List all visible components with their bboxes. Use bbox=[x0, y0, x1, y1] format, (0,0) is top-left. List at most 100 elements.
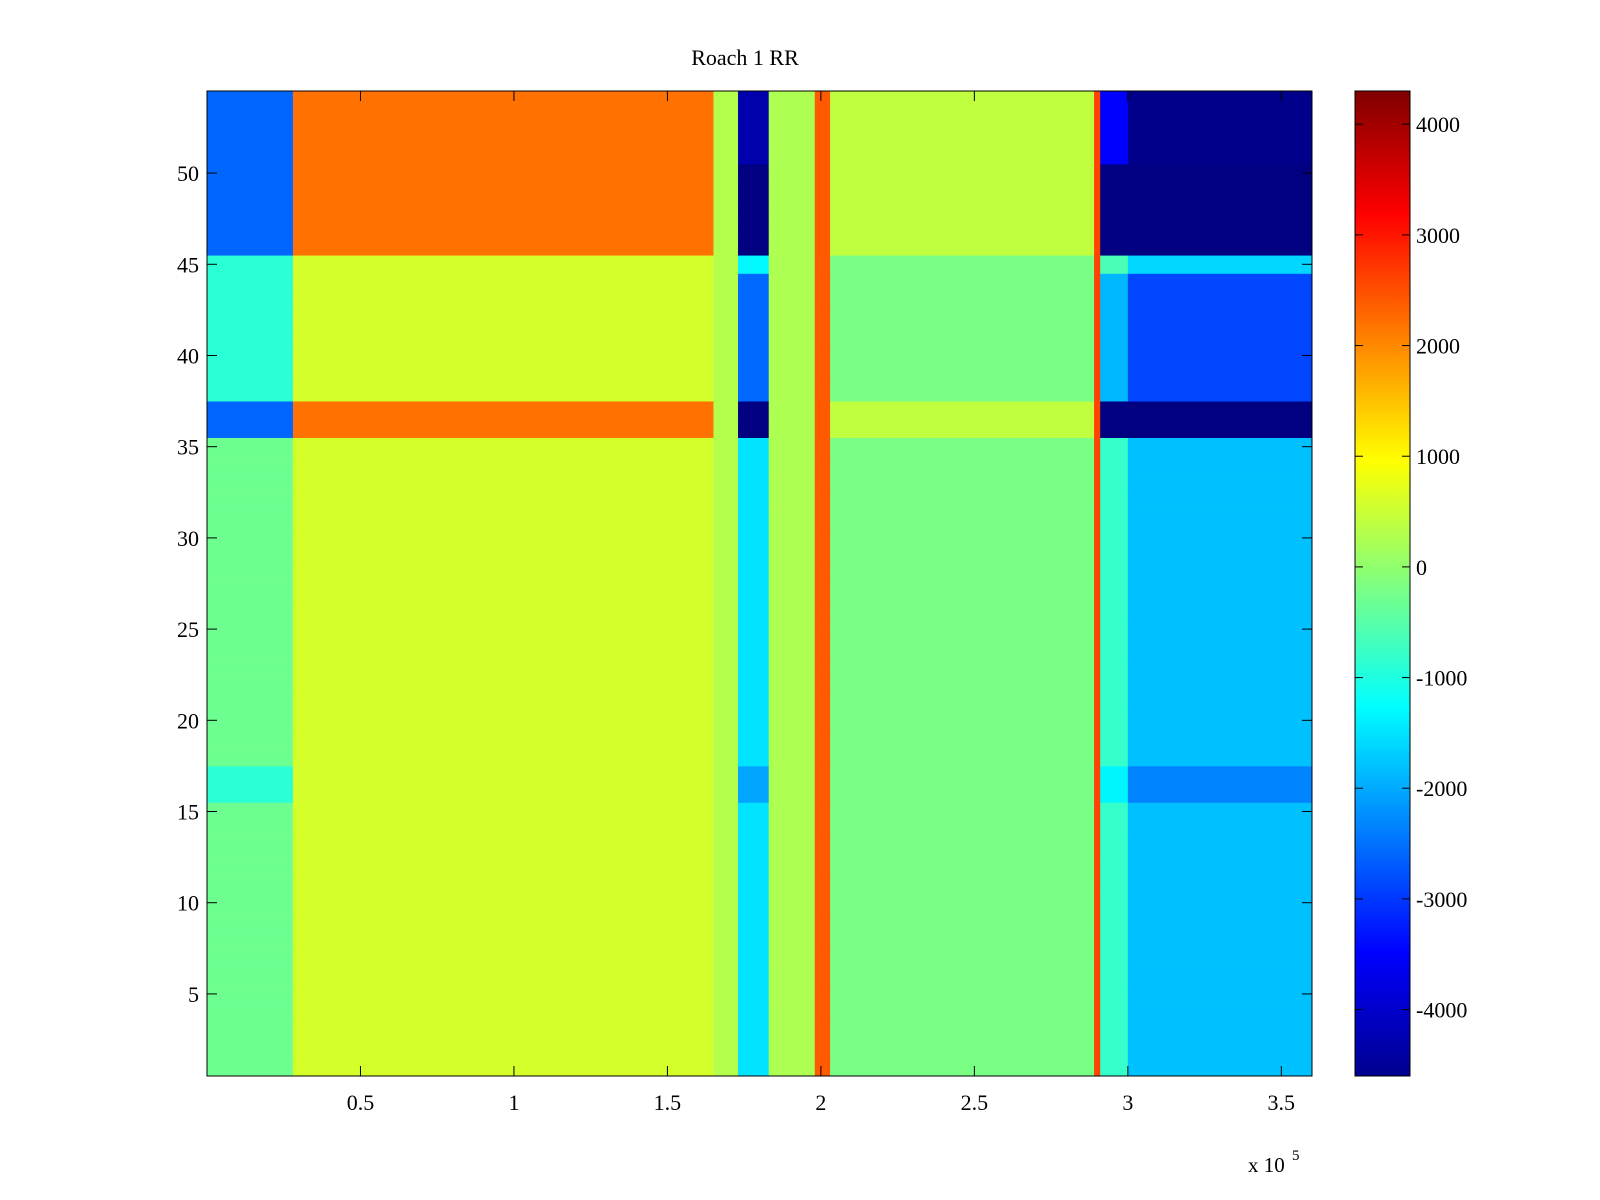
heatmap-cell bbox=[738, 638, 770, 657]
heatmap-cell bbox=[292, 437, 714, 457]
heatmap-cell bbox=[1127, 857, 1313, 876]
heatmap-cell bbox=[1094, 619, 1101, 639]
heatmap-cell bbox=[768, 802, 816, 822]
heatmap-cell bbox=[768, 127, 816, 147]
heatmap-cell bbox=[1127, 547, 1313, 566]
heatmap-cell bbox=[814, 674, 831, 694]
heatmap-cell bbox=[1127, 528, 1313, 548]
heatmap-cell bbox=[713, 291, 739, 311]
heatmap-cell bbox=[1127, 1003, 1313, 1022]
heatmap-cell bbox=[814, 364, 831, 384]
heatmap-cell bbox=[768, 948, 816, 967]
colorbar-tick-label: -2000 bbox=[1416, 776, 1467, 801]
heatmap-cell bbox=[713, 182, 739, 201]
heatmap-cell bbox=[713, 328, 739, 347]
heatmap-cell bbox=[1094, 784, 1101, 803]
heatmap-cell bbox=[768, 893, 816, 913]
heatmap-cell bbox=[713, 656, 739, 676]
heatmap-cell bbox=[1100, 510, 1129, 530]
heatmap-cell bbox=[1127, 911, 1313, 931]
heatmap-cell bbox=[1094, 765, 1101, 785]
heatmap-cell bbox=[1127, 382, 1313, 402]
heatmap-cell bbox=[830, 145, 1095, 165]
heatmap-cell bbox=[207, 492, 294, 511]
heatmap-cell bbox=[1100, 1003, 1129, 1022]
heatmap-cell bbox=[768, 984, 816, 1004]
heatmap-cell bbox=[830, 364, 1095, 384]
heatmap-cell bbox=[207, 692, 294, 712]
heatmap-cell bbox=[207, 875, 294, 894]
heatmap-cell bbox=[738, 784, 770, 803]
heatmap-cell bbox=[292, 182, 714, 201]
heatmap-cell bbox=[768, 401, 816, 420]
heatmap-cell bbox=[768, 1057, 816, 1077]
heatmap-cell bbox=[713, 838, 739, 858]
heatmap-cell bbox=[713, 948, 739, 967]
heatmap-cell bbox=[713, 583, 739, 603]
heatmap-cell bbox=[292, 875, 714, 894]
heatmap-cell bbox=[1100, 656, 1129, 676]
heatmap-cell bbox=[814, 401, 831, 420]
heatmap-cell bbox=[1100, 601, 1129, 621]
x-tick-label: 0.5 bbox=[347, 1090, 375, 1115]
heatmap-cell bbox=[1100, 346, 1129, 366]
heatmap-cell bbox=[768, 455, 816, 475]
heatmap-cell bbox=[814, 692, 831, 712]
heatmap-cell bbox=[768, 711, 816, 730]
heatmap-cell bbox=[768, 474, 816, 493]
heatmap-cell bbox=[768, 200, 816, 220]
heatmap-cell bbox=[1094, 492, 1101, 511]
heatmap-cell bbox=[1094, 255, 1101, 274]
heatmap-cell bbox=[738, 838, 770, 858]
heatmap-cell bbox=[1100, 236, 1129, 256]
heatmap-cell bbox=[830, 218, 1095, 238]
heatmap-cell bbox=[1094, 948, 1101, 967]
heatmap-cell bbox=[814, 474, 831, 493]
heatmap-cell bbox=[1100, 857, 1129, 876]
heatmap-cell bbox=[738, 474, 770, 493]
x-multiplier-exponent: 5 bbox=[1292, 1148, 1300, 1164]
heatmap-cell bbox=[768, 91, 816, 110]
heatmap-cell bbox=[814, 1039, 831, 1059]
heatmap-cell bbox=[1127, 802, 1313, 822]
heatmap-cell bbox=[207, 674, 294, 694]
heatmap-cell bbox=[292, 510, 714, 530]
heatmap-cell bbox=[738, 1021, 770, 1040]
heatmap-cell bbox=[1127, 875, 1313, 894]
heatmap-cell bbox=[738, 966, 770, 986]
heatmap-cell bbox=[1100, 492, 1129, 511]
heatmap-cell bbox=[1127, 364, 1313, 384]
heatmap-cell bbox=[830, 656, 1095, 676]
heatmap-cell bbox=[814, 127, 831, 147]
heatmap-cell bbox=[1100, 218, 1129, 238]
heatmap-cell bbox=[292, 309, 714, 329]
heatmap-cell bbox=[713, 802, 739, 822]
heatmap-cell bbox=[207, 930, 294, 949]
heatmap-cell bbox=[830, 784, 1095, 803]
heatmap-cell bbox=[738, 1057, 770, 1077]
heatmap-cell bbox=[830, 1057, 1095, 1077]
heatmap-cell bbox=[1094, 857, 1101, 876]
heatmap-cell bbox=[1100, 1057, 1129, 1077]
heatmap-cell bbox=[768, 565, 816, 584]
heatmap-cell bbox=[1127, 893, 1313, 913]
heatmap-cell bbox=[814, 984, 831, 1004]
heatmap-cell bbox=[814, 328, 831, 347]
heatmap-cell bbox=[830, 163, 1095, 183]
heatmap-cell bbox=[713, 765, 739, 785]
heatmap-cell bbox=[1127, 948, 1313, 967]
heatmap-cell bbox=[814, 857, 831, 876]
heatmap-cell bbox=[713, 382, 739, 402]
heatmap-cell bbox=[830, 1021, 1095, 1040]
heatmap-cell bbox=[713, 127, 739, 147]
heatmap-cell bbox=[207, 784, 294, 803]
y-tick-label: 15 bbox=[177, 800, 199, 825]
heatmap-cell bbox=[1094, 528, 1101, 548]
heatmap-cell bbox=[768, 656, 816, 676]
heatmap-cell bbox=[1094, 1021, 1101, 1040]
heatmap-cell bbox=[738, 674, 770, 694]
heatmap-cell bbox=[1100, 966, 1129, 986]
heatmap-cell bbox=[738, 729, 770, 749]
colorbar-tick-label: 3000 bbox=[1416, 223, 1460, 248]
heatmap-cell bbox=[1127, 1021, 1313, 1040]
